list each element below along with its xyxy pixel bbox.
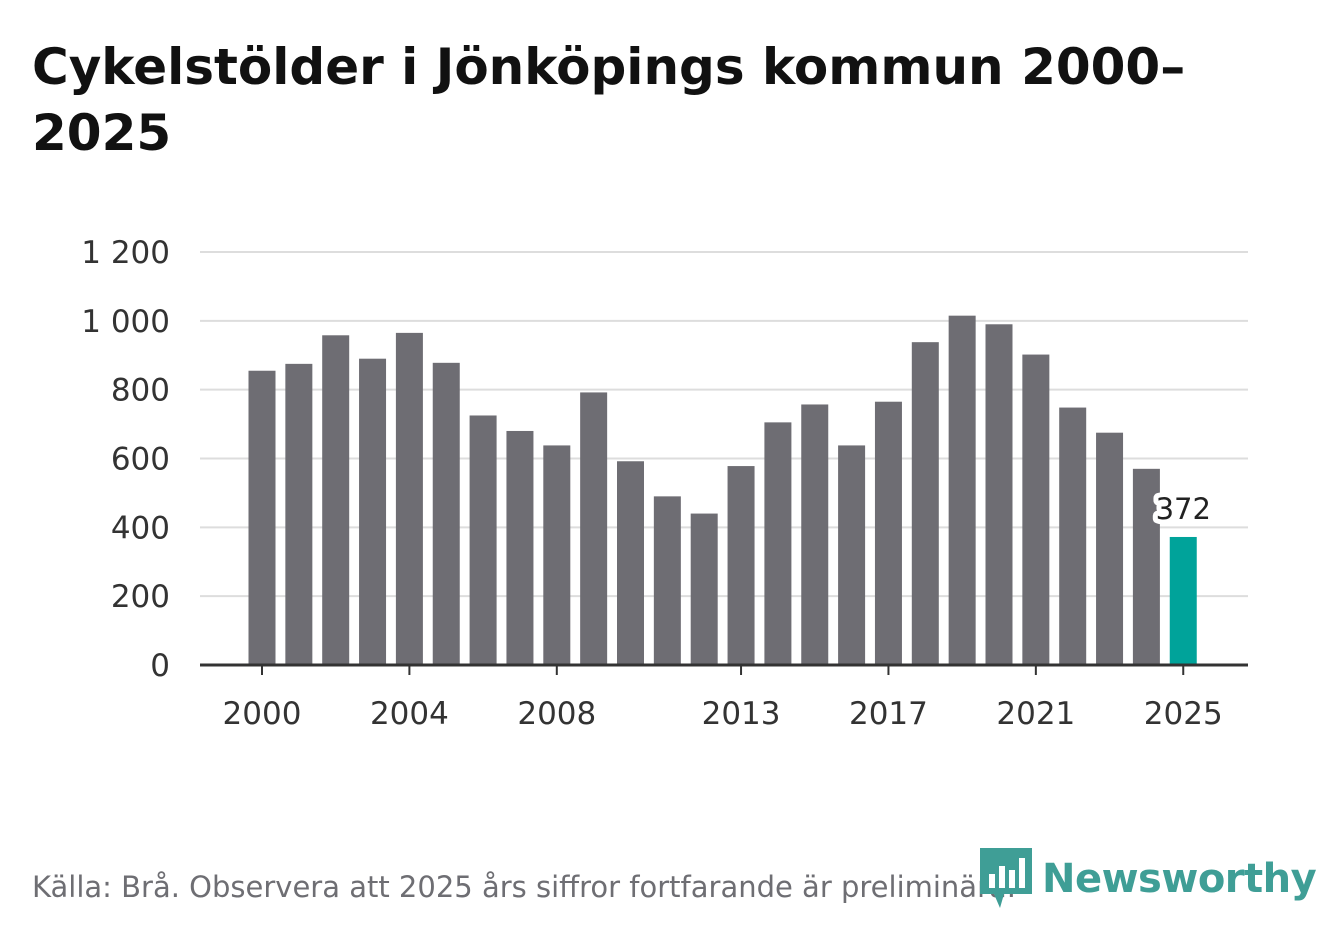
bar (874, 401, 902, 665)
bar (948, 315, 976, 665)
bar (617, 461, 644, 665)
y-tick-label: 1 000 (81, 304, 170, 340)
newsworthy-logo-icon (980, 848, 1032, 908)
bar (1022, 354, 1050, 665)
x-tick-label: 2013 (702, 696, 781, 732)
x-tick-label: 2004 (370, 696, 449, 732)
bar (506, 430, 534, 665)
bar (690, 513, 718, 665)
y-tick-label: 600 (111, 442, 170, 478)
bar (469, 415, 497, 665)
bar (322, 335, 350, 665)
data-label-halo: 372 (1156, 492, 1211, 526)
bar (801, 404, 829, 665)
y-tick-label: 0 (150, 648, 170, 684)
y-tick-label: 400 (111, 510, 170, 546)
y-tick-label: 200 (111, 579, 170, 615)
y-tick-label: 800 (111, 373, 170, 409)
bar (432, 362, 460, 665)
source-note: Källa: Brå. Observera att 2025 års siffr… (32, 870, 1016, 904)
bar-highlight (1169, 536, 1197, 665)
x-tick-label: 2025 (1144, 696, 1223, 732)
bar (838, 445, 866, 665)
data-label: 372 (1156, 492, 1211, 526)
bar (911, 342, 939, 665)
x-tick-label: 2000 (223, 696, 302, 732)
bar (1132, 468, 1160, 665)
bar (395, 332, 423, 665)
chart-title: Cykelstölder i Jönköpings kommun 2000–20… (32, 38, 1186, 162)
bar (543, 445, 571, 665)
bar (727, 466, 755, 665)
brand-name: Newsworthy (1042, 856, 1317, 902)
bar (1059, 407, 1087, 665)
x-tick-label: 2008 (517, 696, 596, 732)
bar (580, 392, 608, 665)
bar (285, 363, 313, 665)
x-tick-label: 2021 (996, 696, 1075, 732)
bar (1096, 432, 1124, 665)
bar-chart: 0 200 400 600 800 1 000 1 200 2000 2004 2008 2013 2… (81, 235, 1248, 732)
bar (248, 370, 276, 665)
bar (653, 496, 681, 665)
bar (764, 422, 792, 665)
bar (359, 358, 387, 665)
newsworthy-logo: Newsworthy (980, 848, 1317, 910)
bar (985, 324, 1013, 665)
y-tick-label: 1 200 (81, 235, 170, 271)
x-tick-label: 2017 (849, 696, 928, 732)
